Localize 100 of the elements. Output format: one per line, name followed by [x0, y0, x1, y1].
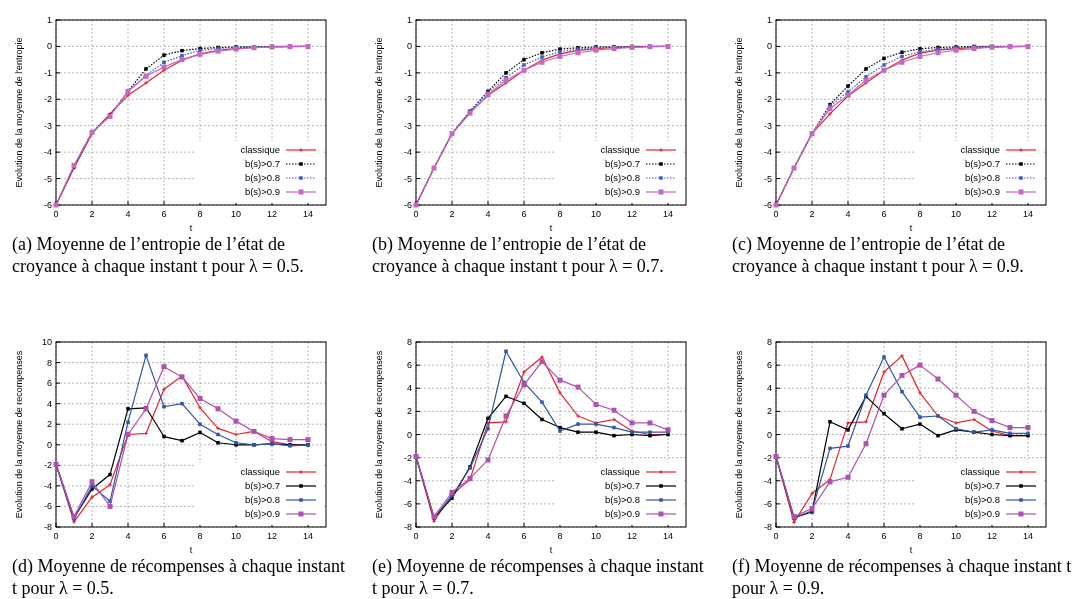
x-axis-title: t: [549, 223, 553, 233]
x-tick-label: 0: [773, 209, 779, 219]
y-tick-label: -4: [43, 480, 52, 491]
x-tick-label: 14: [662, 531, 674, 541]
x-tick-label: 10: [950, 531, 962, 541]
y-tick-label: 0: [46, 41, 52, 52]
x-tick-label: 12: [266, 209, 278, 219]
x-tick-label: 2: [89, 531, 95, 541]
legend-label: b(s)>0.9: [244, 186, 280, 197]
legend-label: b(s)>0.8: [604, 172, 640, 183]
legend-label: b(s)>0.7: [244, 480, 280, 491]
y-tick-label: -3: [763, 120, 772, 131]
legend-label: classique: [600, 144, 640, 155]
legend-label: b(s)>0.7: [964, 480, 1000, 491]
x-tick-label: 8: [197, 209, 203, 219]
y-tick-label: 6: [46, 378, 52, 389]
legend-label: classique: [600, 466, 640, 477]
x-tick-label: 6: [521, 209, 527, 219]
y-tick-label: -6: [763, 200, 772, 210]
x-tick-label: 10: [590, 209, 602, 219]
x-tick-label: 8: [917, 531, 923, 541]
text: (f) Moyenne de récompenses à chaque instant t pour λ = 0.9.: [732, 556, 1072, 598]
x-tick-label: 0: [53, 531, 59, 541]
y-tick-label: -6: [403, 498, 412, 509]
x-tick-label: 8: [917, 209, 923, 219]
x-tick-label: 12: [266, 531, 278, 541]
x-tick-label: 14: [302, 209, 314, 219]
text: (c) Moyenne de l’entropie de l’état de croyance à chaque instant t pour λ = 0.9.: [732, 234, 1024, 276]
x-tick-label: 4: [845, 531, 851, 541]
legend-label: b(s)>0.9: [964, 508, 1000, 519]
x-tick-label: 2: [449, 531, 455, 541]
x-tick-label: 12: [626, 209, 638, 219]
text: (e) Moyenne de récompenses à chaque instant t pour λ = 0.7.: [372, 556, 704, 598]
y-tick-label: -6: [43, 200, 52, 210]
y-tick-label: -3: [43, 120, 52, 131]
y-tick-label: -8: [43, 522, 52, 532]
legend-label: b(s)>0.7: [604, 480, 640, 491]
x-tick-label: 6: [161, 209, 167, 219]
x-tick-label: 12: [986, 209, 998, 219]
y-tick-label: -3: [403, 120, 412, 131]
y-tick-label: 1: [46, 15, 52, 25]
y-axis-title: Evolution de la moyenne de l'entropie: [374, 37, 384, 188]
legend-label: b(s)>0.8: [964, 494, 1000, 505]
y-tick-label: -2: [43, 94, 52, 105]
y-tick-label: 8: [46, 357, 52, 368]
x-tick-label: 14: [1022, 531, 1034, 541]
y-tick-label: -4: [763, 475, 772, 486]
text: (b) Moyenne de l’entropie de l’état de croyance à chaque instant t pour λ = 0.7.: [372, 234, 664, 276]
legend-label: b(s)>0.8: [964, 172, 1000, 183]
x-axis-title: t: [909, 223, 913, 233]
legend-label: b(s)>0.7: [964, 158, 1000, 169]
x-tick-label: 14: [1022, 209, 1034, 219]
y-tick-label: 6: [766, 360, 772, 371]
y-axis-title: Evolution de la moyenne de recompenses: [374, 350, 384, 519]
x-tick-label: 12: [626, 531, 638, 541]
y-tick-label: -4: [763, 147, 772, 158]
y-tick-label: -2: [763, 94, 772, 105]
legend-label: b(s)>0.7: [244, 158, 280, 169]
y-axis-title: Evolution de la moyenne de l'entropie: [14, 37, 24, 188]
x-tick-label: 4: [125, 209, 131, 219]
x-tick-label: 0: [53, 209, 59, 219]
x-axis-title: t: [189, 545, 193, 555]
legend-label: b(s)>0.8: [604, 494, 640, 505]
y-tick-label: 2: [406, 406, 412, 417]
y-tick-label: 0: [46, 439, 52, 450]
y-tick-label: -2: [43, 460, 52, 471]
x-tick-label: 6: [521, 531, 527, 541]
legend-label: classique: [960, 144, 1000, 155]
y-tick-label: 4: [766, 383, 772, 394]
y-tick-label: -1: [43, 67, 52, 78]
y-axis-title: Evolution de la moyenne de recompenses: [14, 350, 24, 519]
x-tick-label: 12: [986, 531, 998, 541]
y-tick-label: -5: [763, 173, 772, 184]
x-tick-label: 4: [485, 531, 491, 541]
y-tick-label: -1: [763, 67, 772, 78]
x-axis-title: t: [909, 545, 913, 555]
x-tick-label: 4: [485, 209, 491, 219]
legend-label: b(s)>0.8: [244, 172, 280, 183]
y-tick-label: -4: [403, 475, 412, 486]
x-tick-label: 6: [161, 531, 167, 541]
x-tick-label: 14: [302, 531, 314, 541]
y-tick-label: 8: [406, 337, 412, 347]
x-tick-label: 4: [845, 209, 851, 219]
text: (d) Moyenne de récompenses à chaque instant t pour λ = 0.5.: [12, 556, 345, 598]
y-tick-label: -8: [763, 522, 772, 532]
x-tick-label: 6: [881, 531, 887, 541]
y-tick-label: -1: [403, 67, 412, 78]
x-tick-label: 0: [413, 209, 419, 219]
x-tick-label: 8: [557, 209, 563, 219]
y-tick-label: 0: [766, 429, 772, 440]
y-tick-label: -4: [403, 147, 412, 158]
x-axis-title: t: [549, 545, 553, 555]
y-tick-label: 4: [406, 383, 412, 394]
y-axis-title: Evolution de la moyenne de l'entropie: [734, 37, 744, 188]
y-tick-label: -5: [403, 173, 412, 184]
y-tick-label: -6: [403, 200, 412, 210]
y-tick-label: -8: [403, 522, 412, 532]
y-tick-label: 10: [41, 337, 52, 347]
y-tick-label: 4: [46, 398, 52, 409]
x-tick-label: 10: [950, 209, 962, 219]
